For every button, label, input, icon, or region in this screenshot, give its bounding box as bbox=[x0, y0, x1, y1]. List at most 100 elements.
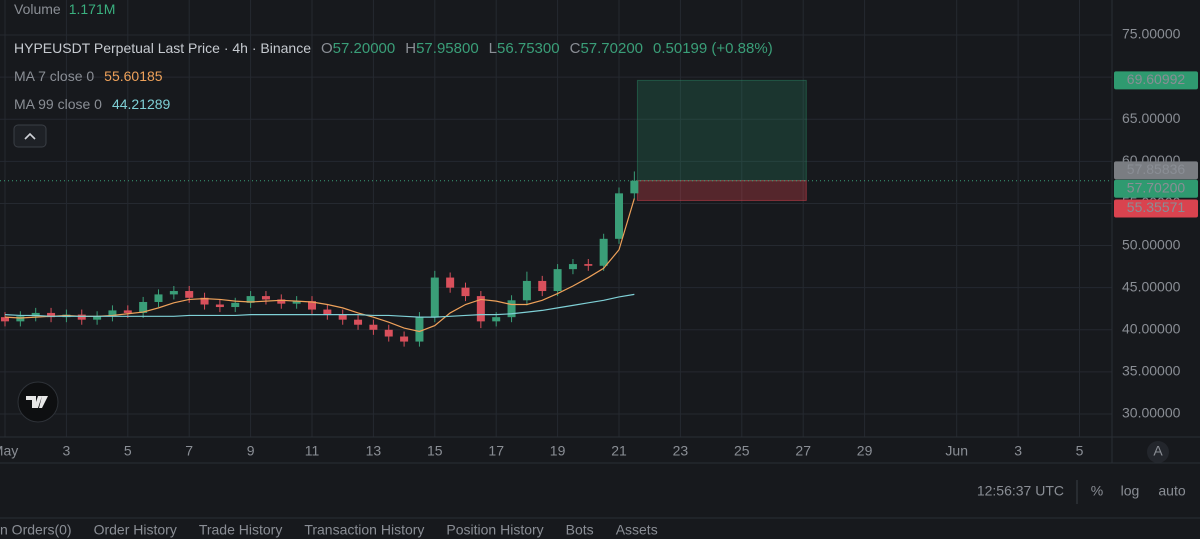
symbol-title: HYPEUSDT Perpetual Last Price · 4h · Bin… bbox=[14, 40, 311, 56]
candle-body bbox=[139, 301, 148, 313]
x-tick-label: 23 bbox=[673, 443, 689, 459]
tab[interactable]: Trade History bbox=[199, 522, 283, 538]
x-tick-label: 7 bbox=[185, 443, 193, 459]
tab[interactable]: Order History bbox=[94, 522, 177, 538]
indicator: MA 99 close 0 44.21289 bbox=[14, 96, 171, 112]
candle-body bbox=[584, 264, 593, 266]
indicator-value: 55.60185 bbox=[104, 68, 163, 84]
status-button[interactable]: log bbox=[1121, 483, 1140, 499]
tab[interactable]: Transaction History bbox=[304, 522, 424, 538]
price-marker-label: 57.70200 bbox=[1127, 179, 1186, 195]
price-marker-label: 69.60992 bbox=[1127, 71, 1186, 87]
price-marker bbox=[1114, 179, 1198, 198]
candle-body bbox=[231, 302, 240, 308]
candle-body bbox=[47, 312, 56, 318]
candle-body bbox=[630, 180, 639, 194]
candle-body bbox=[476, 296, 485, 322]
ohlc-key: C bbox=[570, 40, 581, 57]
candle-body bbox=[354, 319, 363, 325]
x-tick-label: May bbox=[0, 443, 18, 459]
clock: 12:56:37 UTC bbox=[977, 483, 1064, 499]
candle-body bbox=[215, 304, 224, 308]
indicator: MA 7 close 0 55.60185 bbox=[14, 68, 163, 84]
candle-body bbox=[123, 310, 132, 313]
x-tick-label: 11 bbox=[305, 443, 320, 459]
candle-body bbox=[1, 317, 9, 322]
stop-zone bbox=[636, 180, 807, 201]
indicator-value: 44.21289 bbox=[112, 96, 171, 112]
status-button[interactable]: % bbox=[1091, 483, 1103, 499]
change: 0.50199 (+0.88%) bbox=[653, 40, 773, 57]
candle-body bbox=[384, 329, 393, 337]
candle-body bbox=[77, 314, 86, 320]
ohlc-value: 56.75300 bbox=[497, 40, 560, 57]
indicator-name: MA 7 close 0 bbox=[14, 68, 94, 84]
candle-body bbox=[16, 316, 25, 322]
plot: 69.60992 57.85836 57.70200 55.35571 bbox=[0, 71, 1198, 347]
x-tick-label: 13 bbox=[366, 443, 382, 459]
candle-body bbox=[553, 269, 562, 292]
y-tick-label: 30.00000 bbox=[1122, 405, 1181, 421]
tab[interactable]: Assets bbox=[616, 522, 658, 538]
x-tick-label: 5 bbox=[1076, 443, 1084, 459]
y-tick-label: 50.00000 bbox=[1122, 236, 1181, 252]
candle-body bbox=[446, 277, 455, 288]
candle-body bbox=[292, 301, 301, 304]
candle-body bbox=[430, 277, 439, 318]
candle-body bbox=[261, 296, 270, 300]
candle-body bbox=[615, 193, 623, 239]
candle-body bbox=[108, 310, 117, 317]
candle-body bbox=[492, 317, 501, 322]
candle-body bbox=[93, 316, 102, 320]
candle-body bbox=[246, 296, 255, 303]
candle-body bbox=[200, 297, 209, 305]
ohlc-value: 57.95800 bbox=[416, 40, 479, 57]
candle-body bbox=[599, 238, 608, 266]
x-tick-label: 25 bbox=[734, 443, 750, 459]
ohlc-key: O bbox=[321, 40, 333, 57]
volume-value: 1.171M bbox=[69, 1, 116, 17]
tab[interactable]: n Orders(0) bbox=[0, 522, 72, 538]
indicator-name: MA 99 close 0 bbox=[14, 96, 102, 112]
x-tick-label: 9 bbox=[247, 443, 255, 459]
x-tick-label: 27 bbox=[795, 443, 811, 459]
tv-logo-mark bbox=[26, 396, 48, 408]
grid: 30.00000 35.00000 40.00000 45.00000 50.00000… bbox=[0, 0, 1181, 459]
candle-body bbox=[277, 299, 286, 304]
candle-body bbox=[308, 301, 316, 310]
price-marker bbox=[1114, 161, 1198, 180]
autoscale-button[interactable] bbox=[1147, 441, 1169, 463]
x-tick-label: 3 bbox=[1014, 443, 1022, 459]
price-marker-label: 57.85836 bbox=[1127, 161, 1186, 177]
ohlc-key: H bbox=[405, 40, 416, 57]
candle-body bbox=[369, 324, 378, 330]
candle-body bbox=[415, 317, 424, 342]
collapse-button[interactable] bbox=[13, 124, 47, 148]
volume-label: Volume bbox=[14, 1, 61, 17]
x-tick-label: 15 bbox=[427, 443, 443, 459]
x-tick-label: 17 bbox=[488, 443, 504, 459]
ohlc: O57.20000 H57.95800 L56.75300 C57.70200 0.50… bbox=[321, 40, 773, 57]
candle-body bbox=[338, 314, 347, 320]
ma-line bbox=[4, 198, 635, 333]
y-tick-label: 35.00000 bbox=[1122, 363, 1181, 379]
x-tick-label: 5 bbox=[124, 443, 132, 459]
ohlc-value: 57.20000 bbox=[333, 40, 396, 57]
ohlc-key: L bbox=[489, 40, 497, 57]
tab[interactable]: Bots bbox=[566, 522, 594, 538]
header: HYPEUSDT Perpetual Last Price · 4h · Bin… bbox=[14, 40, 773, 57]
ma-line bbox=[4, 293, 635, 318]
tab[interactable]: Position History bbox=[446, 522, 543, 538]
candle-body bbox=[538, 280, 547, 292]
price-marker bbox=[1114, 199, 1198, 218]
x-tick-label: Jun bbox=[945, 443, 968, 459]
chevron-icon bbox=[24, 132, 36, 140]
status-button[interactable]: auto bbox=[1158, 483, 1185, 499]
y-tick-label: 40.00000 bbox=[1122, 320, 1181, 336]
candle-body bbox=[568, 264, 577, 270]
candle-body bbox=[323, 309, 332, 315]
